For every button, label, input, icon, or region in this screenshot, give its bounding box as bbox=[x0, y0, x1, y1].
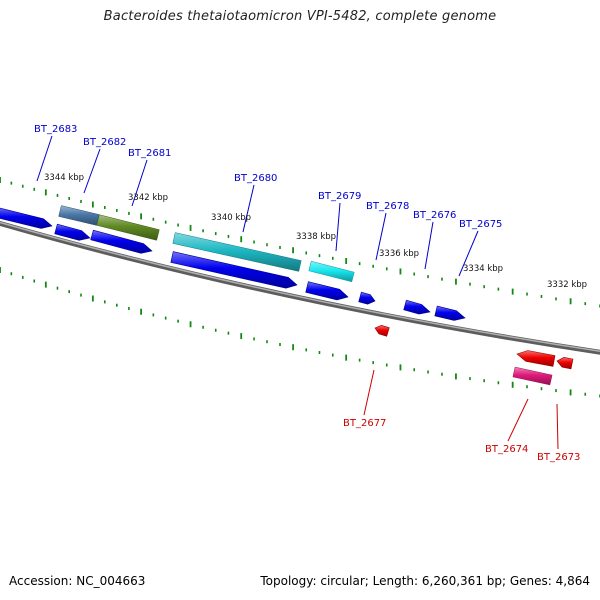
gene-bar-BT_2680 bbox=[172, 232, 302, 272]
kbp-label: 3336 kbp bbox=[379, 249, 419, 259]
scale-dots bbox=[0, 177, 600, 398]
gene-bar-BT_2679 bbox=[308, 260, 355, 283]
kbp-label: 3340 kbp bbox=[211, 213, 251, 223]
gene-arrow-BT_2680 bbox=[170, 251, 298, 289]
label-leaders bbox=[36, 135, 559, 450]
accession-text: Accession: NC_004663 bbox=[9, 574, 146, 588]
gene-label: BT_2677 bbox=[343, 418, 386, 429]
labels: 3344 kbp 3342 kbp 3340 kbp 3338 kbp 3336 kbp… bbox=[34, 124, 587, 463]
gene-label: BT_2680 bbox=[234, 173, 277, 184]
gene-arrow-BT_2679 bbox=[305, 281, 349, 301]
kbp-label: 3344 kbp bbox=[44, 173, 84, 183]
gene-arrow-BT_2677 bbox=[374, 324, 390, 337]
gene-arrow-BT_2676 bbox=[403, 299, 431, 315]
gene-label: BT_2678 bbox=[366, 201, 409, 212]
gene-features bbox=[0, 205, 574, 386]
backbone-line bbox=[0, 220, 600, 355]
kbp-label: 3332 kbp bbox=[547, 280, 587, 290]
gene-arrow-BT_2682 bbox=[90, 229, 153, 254]
gene-label: BT_2675 bbox=[459, 219, 502, 230]
label-leader-line bbox=[556, 403, 559, 450]
kbp-label: 3342 kbp bbox=[128, 193, 168, 203]
gene-label: BT_2676 bbox=[413, 210, 456, 221]
gene-arrow-BT_2673 bbox=[556, 356, 574, 370]
genome-backbone bbox=[0, 220, 600, 355]
gene-label: BT_2679 bbox=[318, 191, 361, 202]
gene-bar-BT_2682 bbox=[58, 205, 100, 226]
label-leader-line bbox=[335, 202, 341, 252]
gene-arrow-BT_2683 bbox=[0, 207, 53, 229]
kbp-label: 3334 kbp bbox=[463, 264, 503, 274]
gene-label: BT_2673 bbox=[537, 452, 580, 463]
label-leader-line bbox=[131, 159, 148, 207]
gene-bar-BT_2674 bbox=[512, 366, 553, 386]
label-leader-line bbox=[424, 221, 434, 270]
gene-label: BT_2683 bbox=[34, 124, 77, 135]
label-leader-line bbox=[458, 230, 479, 277]
kbp-label: 3338 kbp bbox=[296, 232, 336, 242]
genome-summary-text: Topology: circular; Length: 6,260,361 bp… bbox=[260, 574, 590, 588]
label-leader-line bbox=[242, 184, 255, 233]
gene-bar-BT_2681 bbox=[96, 214, 160, 241]
label-leader-line bbox=[36, 135, 53, 182]
gene-label: BT_2681 bbox=[128, 148, 171, 159]
gene-arrow-BT_2675 bbox=[434, 305, 466, 321]
gene-arrow-BT_2674 bbox=[516, 350, 556, 367]
gene-arrow-BT_2683b bbox=[54, 223, 91, 241]
gene-label: BT_2674 bbox=[485, 444, 528, 455]
label-leader-line bbox=[375, 212, 387, 261]
gene-arrow-BT_2678 bbox=[358, 291, 376, 305]
genome-title: Bacteroides thetaiotaomicron VPI-5482, c… bbox=[103, 9, 497, 24]
label-leader-line bbox=[83, 148, 101, 194]
label-leader-line bbox=[363, 369, 375, 416]
gene-label: BT_2682 bbox=[83, 137, 126, 148]
backbone-highlight bbox=[0, 221, 600, 352]
label-leader-line bbox=[507, 398, 529, 442]
